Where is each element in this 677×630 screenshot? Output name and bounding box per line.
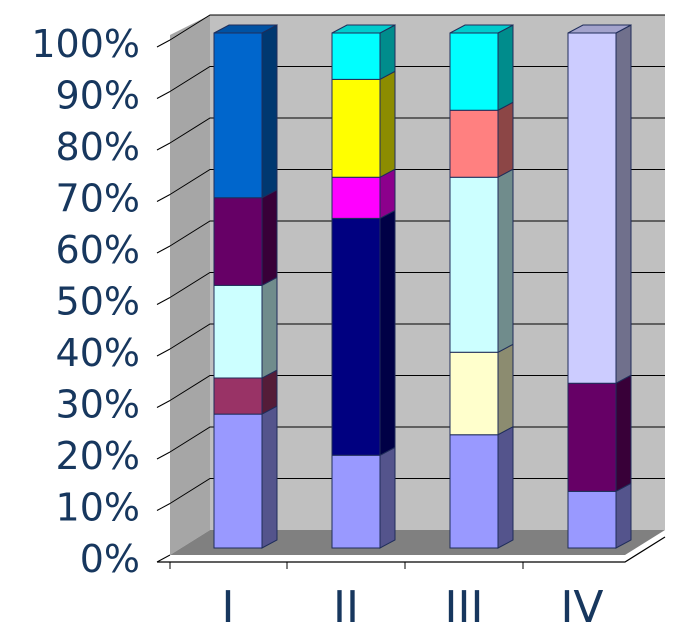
y-tick-mark	[156, 142, 171, 151]
bar-segment-front	[567, 32, 617, 384]
y-tick-mark	[156, 554, 171, 563]
bars	[213, 24, 632, 549]
bar-segment-front	[213, 284, 263, 379]
bar-segment	[567, 24, 632, 385]
bar-segment	[213, 369, 278, 415]
y-tick-label: 60%	[56, 228, 140, 272]
bar-segment	[449, 24, 514, 112]
y-tick-label: 20%	[56, 434, 140, 478]
bar-segment-side	[261, 405, 278, 549]
bar-segment-side	[497, 425, 514, 549]
gridline	[169, 14, 665, 41]
bar-segment-side	[615, 482, 632, 549]
bar-segment-front	[449, 351, 499, 436]
bar-segment-front	[213, 32, 263, 199]
bar-segment-front	[331, 78, 381, 178]
bar-segment-side	[379, 209, 396, 457]
bar-segment-front	[213, 413, 263, 549]
y-tick-label: 90%	[56, 74, 140, 118]
bar-segment-front	[449, 176, 499, 353]
y-tick-mark	[156, 297, 171, 305]
bar-stack-III	[449, 24, 514, 549]
y-tick-mark	[156, 39, 171, 48]
x-tick-label: IV	[560, 582, 603, 630]
bar-segment-side	[261, 24, 278, 199]
y-tick-label: 40%	[56, 331, 140, 375]
y-tick-mark	[156, 400, 171, 408]
bar-segment	[213, 188, 278, 287]
bar-segment-front	[449, 434, 499, 549]
bar-segment	[213, 276, 278, 379]
bar-segment-front	[331, 454, 381, 549]
bar-top	[449, 24, 514, 34]
bar-segment	[331, 446, 396, 549]
x-axis-ticks: I II III IV	[169, 562, 604, 630]
y-tick-label: 30%	[56, 383, 140, 427]
bar-stack-IV	[567, 24, 632, 549]
bar-segment-side	[379, 24, 396, 81]
x-axis-line	[157, 536, 666, 563]
bar-segment-side	[379, 446, 396, 549]
bar-segment	[213, 405, 278, 549]
bar-segment-front	[567, 490, 617, 549]
bar-segment-side	[497, 24, 514, 112]
bar-segment	[449, 101, 514, 179]
bar-segment-front	[331, 176, 381, 219]
bar-segment	[567, 374, 632, 493]
bar-segment-front	[449, 109, 499, 178]
y-tick-label: 50%	[56, 280, 140, 324]
bar-segment-side	[615, 24, 632, 385]
y-tick-label: 0%	[80, 537, 140, 581]
bar-segment-side	[497, 101, 514, 179]
y-tick-label: 10%	[56, 486, 140, 530]
y-tick-mark	[156, 91, 171, 99]
bar-segment-front	[331, 217, 381, 456]
x-tick-label: III	[445, 582, 484, 630]
x-tick-label: II	[333, 582, 359, 630]
bar-segment-side	[497, 168, 514, 354]
bar-segment	[449, 343, 514, 436]
bar-segment-side	[615, 374, 632, 493]
bar-top	[567, 24, 632, 34]
bar-segment-side	[379, 70, 396, 179]
bar-segment	[331, 70, 396, 179]
bar-stack-II	[331, 24, 396, 549]
bar-stack-I	[213, 24, 278, 549]
y-tick-mark	[156, 348, 171, 357]
y-tick-mark	[156, 194, 171, 202]
x-tick-label: I	[222, 582, 235, 630]
bar-segment-front	[213, 377, 263, 415]
bar-segment-side	[497, 343, 514, 436]
y-tick-label: 70%	[56, 177, 140, 221]
bar-segment	[331, 209, 396, 457]
y-axis-ticks: 0% 10% 20% 30% 40% 50% 60% 70% 80% 90% 100%	[31, 22, 171, 581]
bar-segment-front	[331, 32, 381, 80]
y-tick-label: 80%	[56, 125, 140, 169]
bar-segment-side	[261, 276, 278, 379]
y-tick-label: 100%	[31, 22, 140, 66]
y-tick-mark	[156, 451, 171, 460]
bar-top	[213, 24, 278, 34]
bar-segment	[567, 482, 632, 549]
y-tick-mark	[156, 245, 171, 254]
bar-segment-front	[213, 197, 263, 286]
bar-segment	[213, 24, 278, 199]
bar-segment-side	[379, 168, 396, 220]
bar-segment	[449, 168, 514, 354]
floor	[170, 530, 665, 555]
bar-segment	[449, 425, 514, 549]
y-tick-mark	[156, 503, 171, 511]
bar-segment-front	[449, 32, 499, 111]
bar-segment-front	[567, 382, 617, 492]
bar-segment	[331, 168, 396, 220]
bar-top	[331, 24, 396, 34]
bar-segment-side	[261, 188, 278, 287]
